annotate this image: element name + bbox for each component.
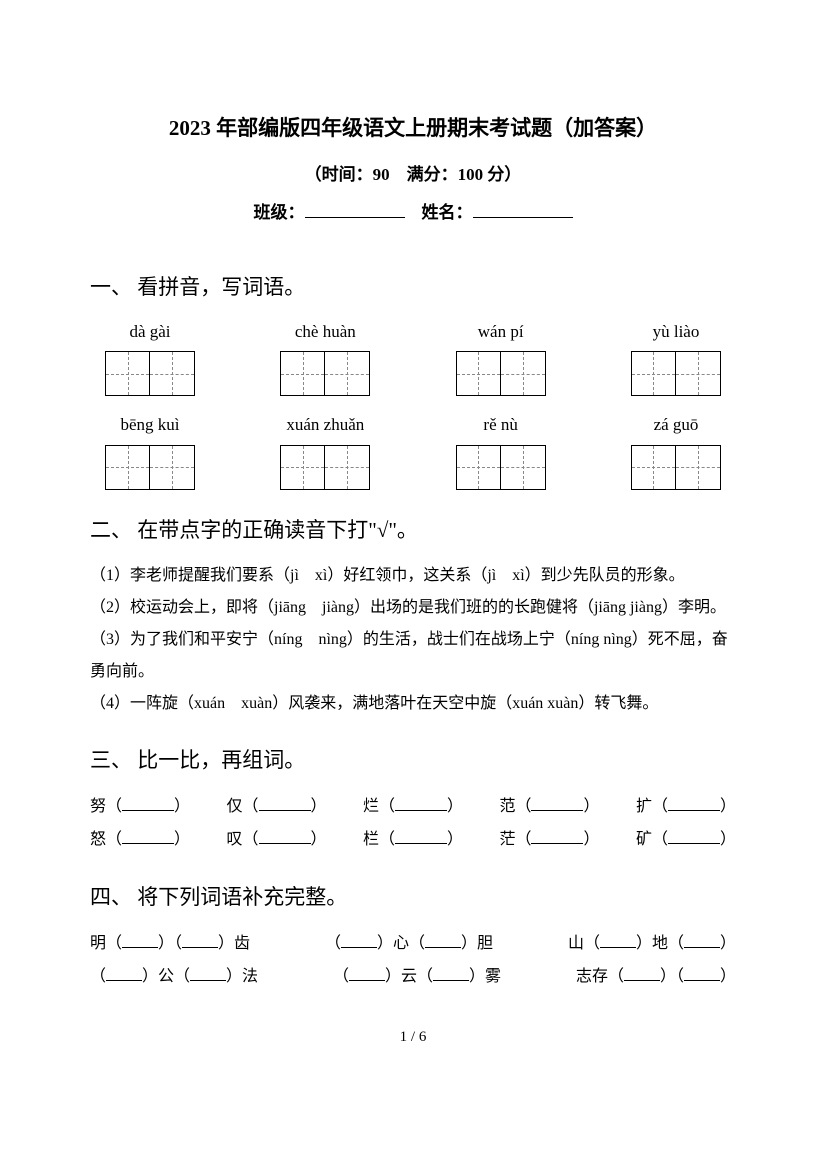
q3-row-1: 努（） 仅（） 烂（） 范（） 扩（） xyxy=(90,790,736,824)
pinyin-label: chè huàn xyxy=(295,317,356,348)
pinyin-cell: rě nù xyxy=(441,410,561,490)
fill-blank[interactable] xyxy=(531,830,583,844)
pinyin-cell: xuán zhuǎn xyxy=(265,410,385,490)
fill-blank[interactable] xyxy=(122,933,158,947)
exam-title: 2023 年部编版四年级语文上册期末考试题（加答案） xyxy=(90,110,736,148)
q4-row-1: 明（）（）齿 （）心（）胆 山（）地（） xyxy=(90,927,736,961)
q4-row-2: （）公（）法 （）云（）雾 志存（）（） xyxy=(90,960,736,994)
q2-item-2: （2）校运动会上，即将（jiāng jiàng）出场的是我们班的的长跑健将（ji… xyxy=(90,592,736,624)
tianzige[interactable] xyxy=(631,445,721,490)
q3-row-2: 怒（） 叹（） 栏（） 茫（） 矿（） xyxy=(90,823,736,857)
name-label: 姓名： xyxy=(422,203,473,222)
fill-blank[interactable] xyxy=(668,830,720,844)
fill-blank[interactable] xyxy=(190,967,226,981)
q3-item: 怒（） xyxy=(90,823,190,857)
q3-item: 叹（） xyxy=(226,823,326,857)
fill-blank[interactable] xyxy=(425,933,461,947)
tianzige[interactable] xyxy=(456,445,546,490)
pinyin-cell: yù liào xyxy=(616,317,736,397)
pinyin-cell: chè huàn xyxy=(265,317,385,397)
q4-head: 四、 将下列词语补充完整。 xyxy=(90,879,736,917)
class-blank[interactable] xyxy=(305,201,405,218)
tianzige[interactable] xyxy=(631,351,721,396)
fill-blank[interactable] xyxy=(395,796,447,810)
pinyin-cell: zá guō xyxy=(616,410,736,490)
pinyin-label: zá guō xyxy=(654,410,699,441)
q3-item: 仅（） xyxy=(226,790,326,824)
q3-item: 栏（） xyxy=(363,823,463,857)
q4-item: 山（）地（） xyxy=(568,927,736,961)
pinyin-label: wán pí xyxy=(478,317,524,348)
pinyin-label: dà gài xyxy=(129,317,170,348)
fill-blank[interactable] xyxy=(684,933,720,947)
fill-blank[interactable] xyxy=(624,967,660,981)
pinyin-cell: bēng kuì xyxy=(90,410,210,490)
fill-blank[interactable] xyxy=(259,796,311,810)
exam-subtitle: （时间：90 满分：100 分） xyxy=(90,160,736,191)
pinyin-cell: dà gài xyxy=(90,317,210,397)
name-blank[interactable] xyxy=(473,201,573,218)
page-number: 1 / 6 xyxy=(90,1024,736,1051)
fill-blank[interactable] xyxy=(341,933,377,947)
fill-blank[interactable] xyxy=(531,796,583,810)
pinyin-label: xuán zhuǎn xyxy=(286,410,364,441)
q2-item-1: （1）李老师提醒我们要系（jì xì）好红领巾，这关系（jì xì）到少先队员的… xyxy=(90,560,736,592)
fill-blank[interactable] xyxy=(684,967,720,981)
class-label: 班级： xyxy=(254,203,305,222)
q3-item: 矿（） xyxy=(636,823,736,857)
fill-blank[interactable] xyxy=(122,830,174,844)
tianzige[interactable] xyxy=(105,445,195,490)
q4-item: （）心（）胆 xyxy=(325,927,493,961)
tianzige[interactable] xyxy=(280,351,370,396)
fill-blank[interactable] xyxy=(433,967,469,981)
q2-item-4: （4）一阵旋（xuán xuàn）风袭来，满地落叶在天空中旋（xuán xuàn… xyxy=(90,688,736,720)
tianzige[interactable] xyxy=(105,351,195,396)
student-info-line: 班级： 姓名： xyxy=(90,198,736,229)
q4-item: 明（）（）齿 xyxy=(90,927,250,961)
q3-item: 烂（） xyxy=(363,790,463,824)
q2-item-3: （3）为了我们和平安宁（níng nìng）的生活，战士们在战场上宁（níng … xyxy=(90,624,736,688)
fill-blank[interactable] xyxy=(182,933,218,947)
fill-blank[interactable] xyxy=(259,830,311,844)
q3-head: 三、 比一比，再组词。 xyxy=(90,742,736,780)
pinyin-cell: wán pí xyxy=(441,317,561,397)
fill-blank[interactable] xyxy=(395,830,447,844)
q4-item: 志存（）（） xyxy=(576,960,736,994)
pinyin-label: bēng kuì xyxy=(120,410,179,441)
pinyin-label: rě nù xyxy=(483,410,517,441)
q1-row-1: dà gài chè huàn wán pí yù liào xyxy=(90,317,736,397)
q3-item: 范（） xyxy=(499,790,599,824)
tianzige[interactable] xyxy=(456,351,546,396)
q1-row-2: bēng kuì xuán zhuǎn rě nù zá guō xyxy=(90,410,736,490)
tianzige[interactable] xyxy=(280,445,370,490)
q3-item: 努（） xyxy=(90,790,190,824)
q4-item: （）云（）雾 xyxy=(333,960,501,994)
fill-blank[interactable] xyxy=(122,796,174,810)
q4-item: （）公（）法 xyxy=(90,960,258,994)
q2-head: 二、 在带点字的正确读音下打"√"。 xyxy=(90,512,736,550)
q3-item: 茫（） xyxy=(499,823,599,857)
q1-head: 一、 看拼音，写词语。 xyxy=(90,269,736,307)
fill-blank[interactable] xyxy=(600,933,636,947)
fill-blank[interactable] xyxy=(668,796,720,810)
q3-item: 扩（） xyxy=(636,790,736,824)
fill-blank[interactable] xyxy=(106,967,142,981)
pinyin-label: yù liào xyxy=(653,317,700,348)
fill-blank[interactable] xyxy=(349,967,385,981)
